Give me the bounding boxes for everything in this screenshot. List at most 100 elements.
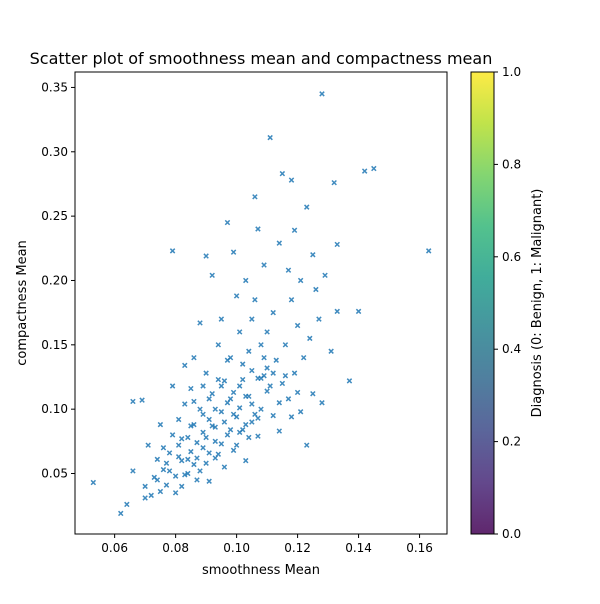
y-tick-label: 0.20 xyxy=(41,273,68,287)
scatter-point xyxy=(252,194,258,200)
scatter-point xyxy=(239,376,246,383)
x-tick-label: 0.10 xyxy=(223,541,250,555)
scatter-point xyxy=(172,473,179,479)
scatter-point xyxy=(142,495,148,501)
scatter-point xyxy=(206,416,212,423)
scatter-point xyxy=(203,370,209,376)
scatter-point xyxy=(90,479,97,486)
scatter-point xyxy=(270,370,276,376)
colorbar xyxy=(470,71,495,535)
scatter-point xyxy=(209,390,215,397)
scatter-point xyxy=(200,383,206,389)
scatter-point xyxy=(206,450,212,456)
scatter-point xyxy=(249,316,255,322)
scatter-point xyxy=(215,342,222,348)
scatter-point xyxy=(371,165,377,172)
scatter-point xyxy=(130,468,136,474)
scatter-point xyxy=(221,378,228,384)
scatter-point xyxy=(169,383,176,389)
scatter-point xyxy=(200,411,206,418)
scatter-point xyxy=(236,429,243,436)
scatter-point xyxy=(236,383,243,389)
scatter-point xyxy=(169,248,176,254)
scatter-point xyxy=(291,370,298,376)
colorbar-tick-label: 0.4 xyxy=(502,342,521,356)
colorbar-tick-label: 0.2 xyxy=(502,435,521,449)
scatter-point xyxy=(182,472,188,478)
scatter-point xyxy=(221,419,228,425)
scatter-point xyxy=(197,406,203,412)
scatter-point xyxy=(160,445,167,451)
scatter-point xyxy=(227,427,234,433)
scatter-point xyxy=(310,252,316,258)
scatter-point xyxy=(233,293,240,299)
scatter-point xyxy=(157,488,164,495)
scatter-point xyxy=(255,433,261,439)
scatter-point xyxy=(243,457,249,464)
scatter-point xyxy=(212,455,218,461)
x-tick-label: 0.06 xyxy=(101,541,128,555)
scatter-point xyxy=(282,342,289,348)
scatter-point xyxy=(188,385,194,392)
scatter-point xyxy=(191,354,197,361)
scatter-point xyxy=(273,357,279,363)
y-axis-label: compactness Mean xyxy=(15,240,30,366)
scatter-point xyxy=(425,248,432,254)
x-tick-label: 0.14 xyxy=(345,541,372,555)
scatter-point xyxy=(203,253,209,259)
scatter-point xyxy=(267,383,273,389)
scatter-point xyxy=(361,168,368,174)
x-tick-label: 0.12 xyxy=(284,541,311,555)
scatter-point xyxy=(172,490,179,496)
scatter-point xyxy=(185,470,191,477)
scatter-point xyxy=(224,219,231,226)
scatter-point xyxy=(178,483,185,490)
scatter-point xyxy=(319,91,325,97)
y-tick-label: 0.10 xyxy=(41,402,68,416)
scatter-point xyxy=(230,447,237,454)
scatter-point xyxy=(124,501,130,508)
scatter-point xyxy=(200,429,206,436)
scatter-point xyxy=(118,510,124,517)
scatter-point xyxy=(166,468,173,474)
scatter-point xyxy=(239,361,246,367)
scatter-point xyxy=(334,308,340,315)
scatter-point xyxy=(212,438,218,445)
scatter-point xyxy=(264,365,270,371)
scatter-point xyxy=(282,372,289,379)
scatter-point xyxy=(218,409,225,415)
scatter-point xyxy=(236,405,243,411)
scatter-point xyxy=(346,378,353,384)
scatter-point xyxy=(297,277,304,284)
y-tick-label: 0.35 xyxy=(41,80,68,94)
scatter-point xyxy=(191,398,197,405)
scatter-point xyxy=(255,415,261,421)
scatter-point xyxy=(175,416,182,423)
scatter-point xyxy=(270,309,276,316)
chart-title: Scatter plot of smoothness mean and comp… xyxy=(30,49,493,68)
scatter-point xyxy=(154,477,161,483)
scatter-point xyxy=(230,411,237,418)
scatter-point xyxy=(236,329,243,335)
scatter-point xyxy=(313,286,319,293)
scatter-point xyxy=(224,400,231,406)
scatter-point xyxy=(188,448,194,455)
scatter-point xyxy=(291,227,298,234)
scatter-point xyxy=(182,362,188,369)
scatter-point xyxy=(276,240,283,246)
scatter-point xyxy=(264,329,270,335)
scatter-point xyxy=(246,434,252,441)
scatter-point xyxy=(252,297,258,303)
scatter-point xyxy=(246,348,252,354)
scatter-point xyxy=(191,421,197,428)
x-axis-label: smoothness Mean xyxy=(202,563,320,578)
scatter-point xyxy=(194,455,200,461)
scatter-point xyxy=(203,460,209,466)
scatter-point xyxy=(148,492,154,499)
scatter-point xyxy=(145,442,151,448)
scatter-point xyxy=(160,466,167,473)
scatter-point xyxy=(197,468,203,474)
scatter-point xyxy=(255,226,261,232)
